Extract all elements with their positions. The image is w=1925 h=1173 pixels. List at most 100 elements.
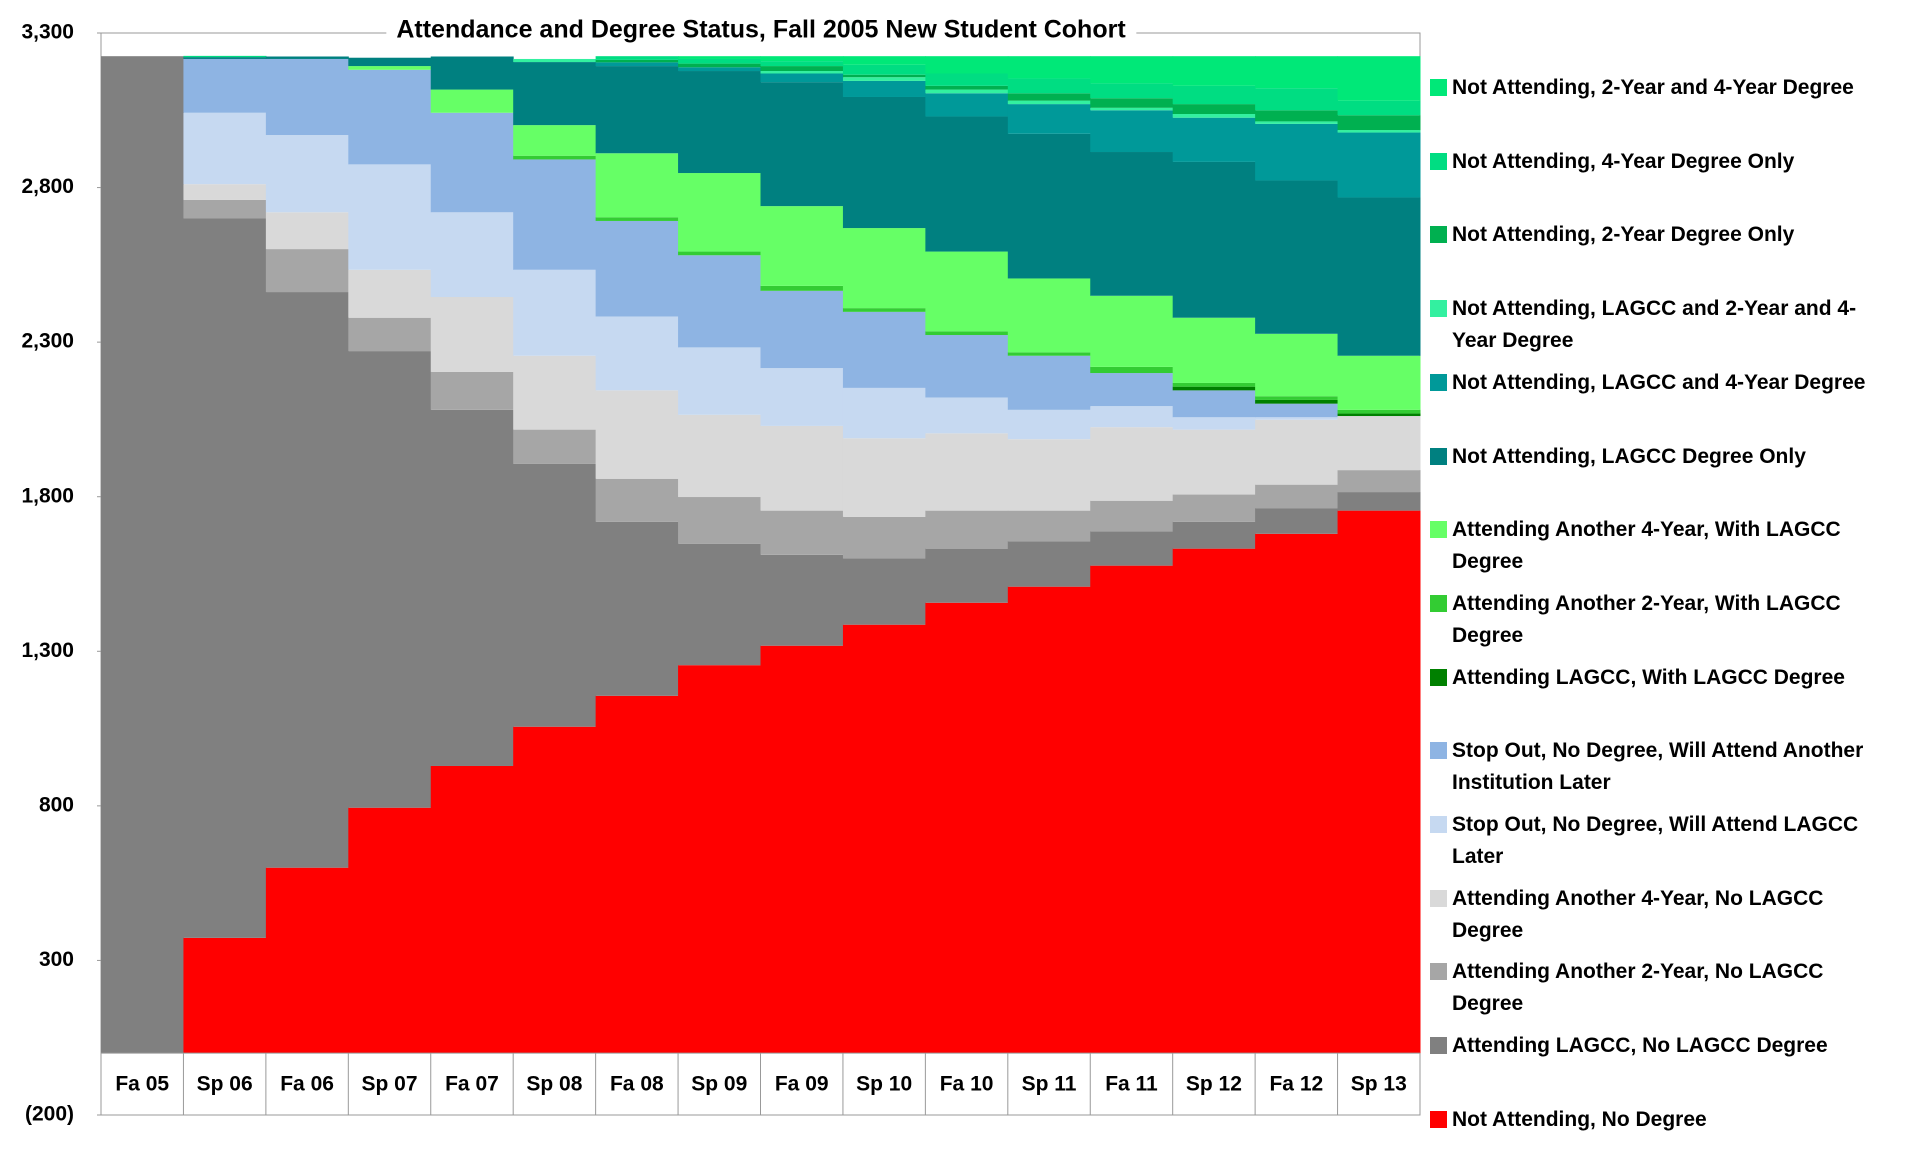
area-segment [595,521,679,696]
legend-label: Attending Another 4-Year, With LAGCC Deg… [1452,518,1841,574]
area-segment [1172,429,1256,495]
legend-label: Not Attending, LAGCC and 2-Year and 4-Ye… [1452,297,1857,353]
area-segment [678,71,761,174]
area-segment [1172,386,1256,391]
area-segment [678,543,761,666]
area-segment [1090,56,1174,84]
area-segment [430,112,514,213]
area-segment [1255,419,1339,485]
area-segment [430,89,514,113]
area-segment [1090,427,1174,501]
area-segment [348,66,432,70]
x-tick-label: Sp 08 [526,1073,582,1096]
area-segment [1007,56,1091,79]
legend-swatch [1430,521,1447,539]
area-segment [1090,500,1174,532]
area-segment [595,62,679,67]
area-segment [925,56,1009,74]
legend-label: Not Attending, LAGCC Degree Only [1452,444,1806,468]
area-segment [595,390,679,479]
area-segment [1337,132,1421,198]
legend-label: Attending LAGCC, With LAGCC Degree [1452,665,1845,689]
legend-label: Stop Out, No Degree, Will Attend LAGCC L… [1452,813,1859,868]
legend-item: Not Attending, 2-Year Degree Only [1430,219,1900,251]
area-segment [760,71,844,74]
y-tick-label: 800 [39,793,74,816]
y-tick-label: (200) [25,1103,74,1126]
area-segment [1255,56,1339,89]
area-segment [842,56,926,65]
area-segment [1337,510,1421,1054]
area-segment [183,58,267,113]
area-segment [1172,494,1256,522]
legend-item: Attending Another 4-Year, No LAGCC Degre… [1430,883,1900,947]
legend-swatch [1430,889,1447,907]
legend-label: Not Attending, No Degree [1452,1107,1707,1131]
area-segment [1090,110,1174,153]
area-segment [1007,78,1091,94]
area-segment [1090,107,1174,111]
area-segment [678,497,761,544]
area-segment [1337,355,1421,410]
legend-label: Not Attending, 2-Year and 4-Year Degree [1452,76,1854,99]
area-segment [1172,104,1256,114]
x-tick-label: Sp 07 [362,1073,418,1096]
legend-label: Attending LAGCC, No LAGCC Degree [1452,1034,1828,1058]
legend-swatch [1430,1037,1447,1055]
area-segment [760,368,844,426]
area-segment [1090,565,1174,1054]
legend-item: Not Attending, No Degree [1430,1104,1900,1136]
area-segment [595,478,679,522]
legend-label: Stop Out, No Degree, Will Attend Another… [1452,739,1864,795]
area-segment [842,80,926,97]
area-segment [595,316,679,391]
area-segment [1090,373,1174,407]
y-tick-label: 1,800 [21,484,74,507]
area-segment [925,251,1009,332]
x-tick-label: Fa 09 [775,1073,829,1096]
area-segment [1255,333,1339,397]
legend-label: Not Attending, 2-Year Degree Only [1452,223,1795,247]
area-segment [842,64,926,75]
area-segment [842,74,926,78]
area-segment [348,807,432,1054]
legend-item: Stop Out, No Degree, Will Attend Another… [1430,735,1900,799]
area-segment [1337,416,1421,471]
x-tick-label: Fa 07 [445,1073,499,1096]
y-tick-label: 2,300 [21,330,74,353]
area-segment [760,66,844,72]
area-segment [513,355,597,430]
area-segment [678,63,761,68]
area-segment [1255,180,1339,334]
area-segment [925,335,1009,398]
area-segment [925,73,1009,86]
legend-swatch [1430,373,1447,391]
area-segment [1090,152,1174,296]
area-segment [678,56,761,59]
area-segment [678,173,761,252]
area-segment [348,164,432,270]
title-background [386,15,1137,44]
area-segment [348,69,432,165]
area-segment [430,297,514,372]
y-tick-label: 300 [39,948,74,971]
area-segment [842,308,926,312]
area-segment [1090,366,1174,374]
area-segment [1172,161,1256,318]
legend-item: Stop Out, No Degree, Will Attend LAGCC L… [1430,809,1900,873]
area-segment [1255,417,1339,420]
area-segment [1337,130,1421,133]
area-segment [348,317,432,352]
area-segment [1172,117,1256,162]
area-segment [678,255,761,348]
area-segment [678,251,761,256]
area-segment [265,867,349,1054]
area-segment [678,665,761,1054]
legend-item: Attending Another 4-Year, With LAGCC Deg… [1430,514,1900,578]
area-segment [183,55,267,58]
area-segment [513,155,597,160]
area-segment [513,58,597,63]
area-segment [513,62,597,126]
area-segment [842,311,926,388]
area-segment [183,937,267,1054]
